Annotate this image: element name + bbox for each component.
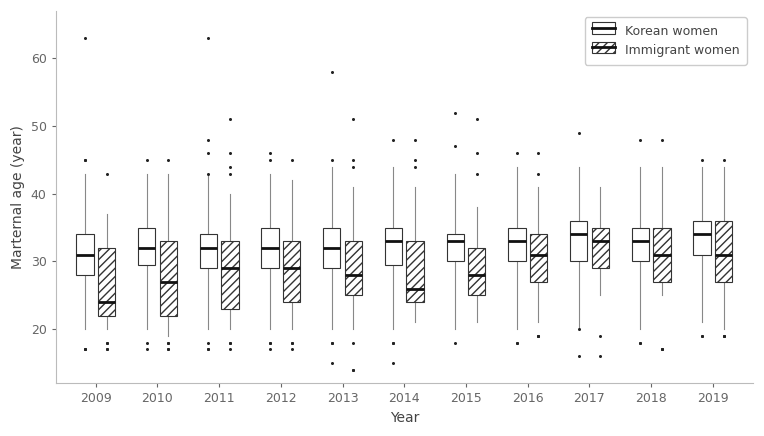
Bar [222,241,238,309]
Bar [160,241,177,316]
Legend: Korean women, Immigrant women: Korean women, Immigrant women [584,17,746,65]
Bar [653,228,671,282]
Bar [632,228,649,262]
Bar [468,248,485,295]
Bar [283,241,300,302]
Bar [76,235,94,275]
Bar [323,228,341,268]
Y-axis label: Marternal age (year): Marternal age (year) [11,125,25,269]
X-axis label: Year: Year [390,411,419,425]
Bar [715,221,732,282]
Bar [591,228,609,268]
Bar [446,235,464,262]
Bar [570,221,588,262]
Bar [406,241,424,302]
Bar [261,228,279,268]
Bar [138,228,155,265]
Bar [385,228,402,265]
Bar [98,248,115,316]
Bar [508,228,526,262]
Bar [345,241,362,295]
Bar [530,235,547,282]
Bar [199,235,217,268]
Bar [694,221,711,255]
